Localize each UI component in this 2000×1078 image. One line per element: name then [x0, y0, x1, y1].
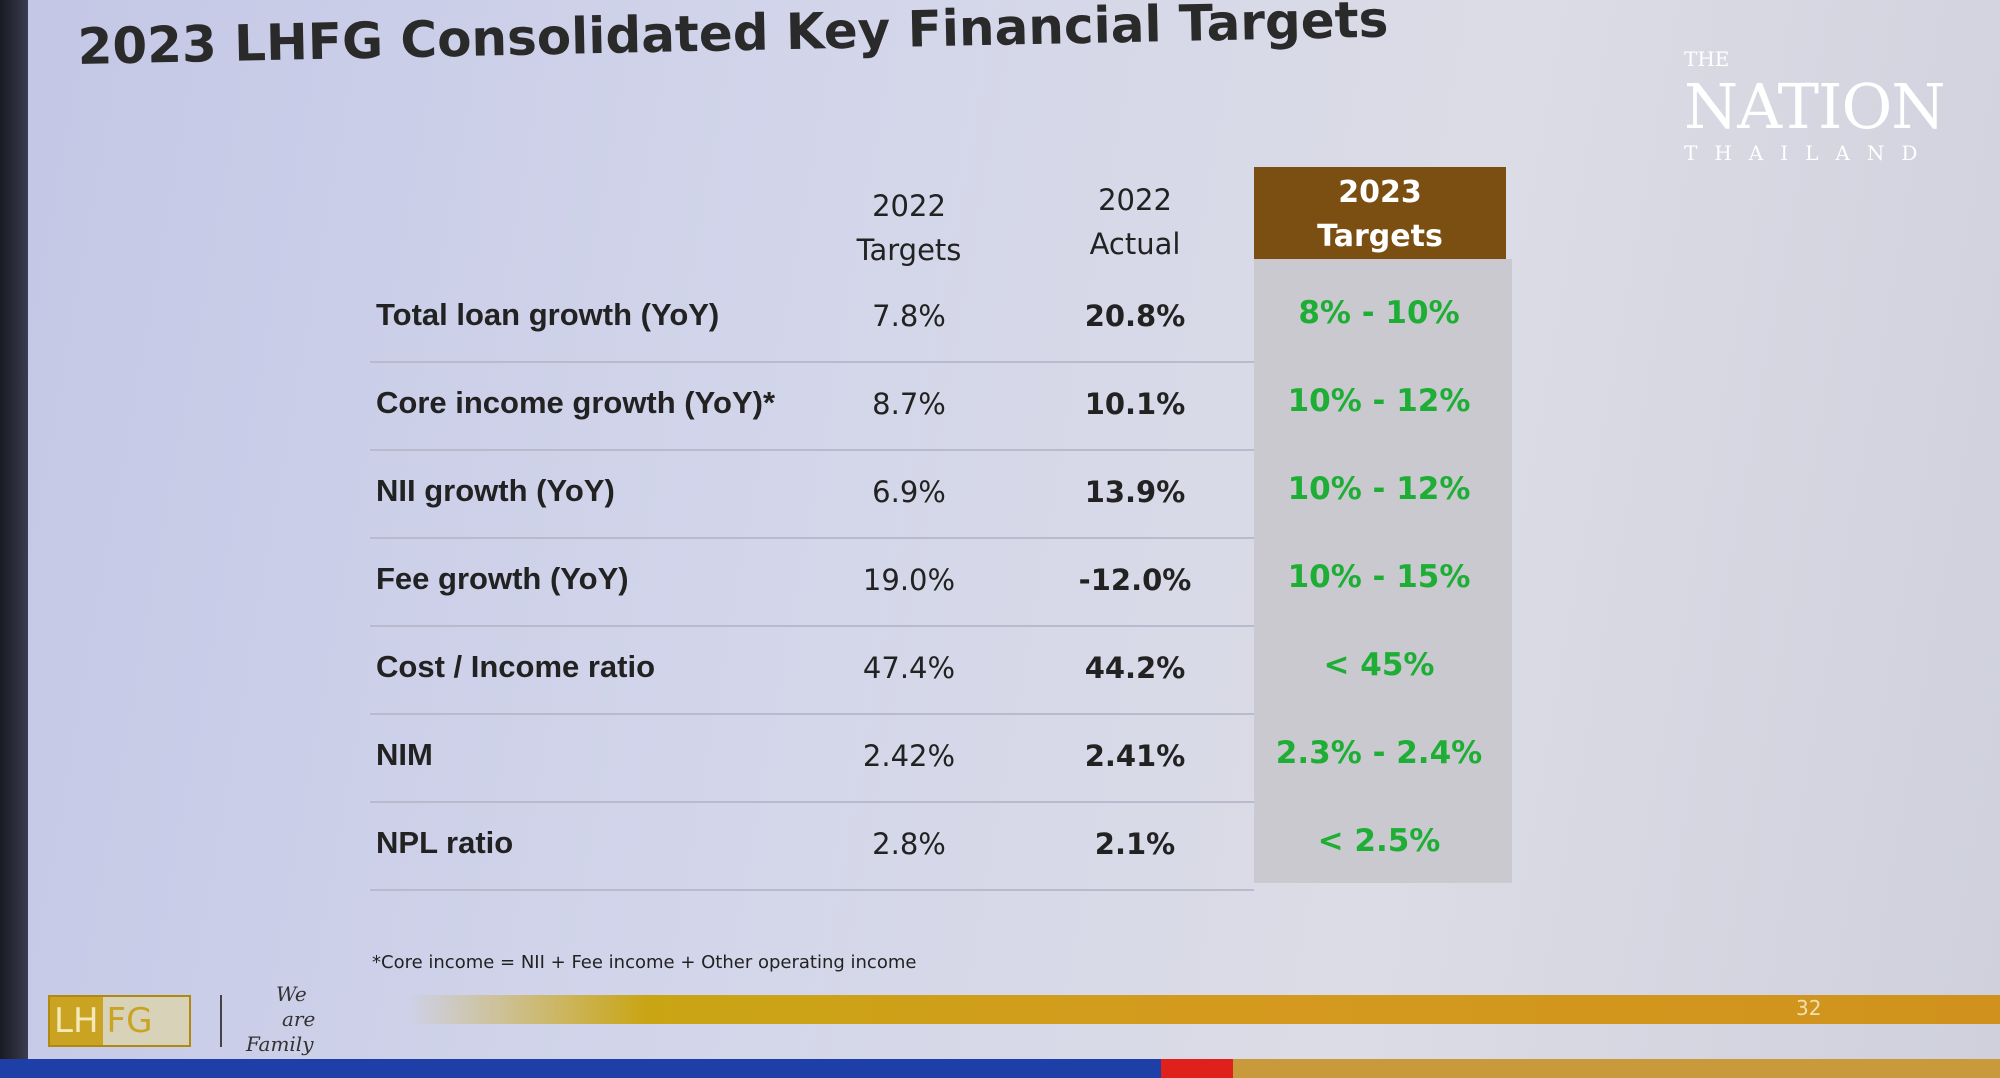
stripe-red	[1161, 1059, 1233, 1078]
value-2023-target: < 45%	[1323, 647, 1435, 683]
slogan-word: Family	[246, 1032, 314, 1056]
row-divider	[370, 361, 1254, 363]
value-2022-actual: 2.41%	[1084, 739, 1186, 773]
row-label: NII growth (YoY)	[376, 473, 615, 508]
table-row: Total loan growth (YoY) 7.8% 20.8% 8% - …	[370, 275, 1512, 363]
stripe-blue	[0, 1059, 1161, 1078]
stripe-gold	[1233, 1059, 2000, 1078]
logo-the: THE	[1684, 47, 1730, 71]
footer-divider	[220, 995, 222, 1047]
value-2023-target: 8% - 10%	[1298, 295, 1460, 331]
table-row: NIM 2.42% 2.41% 2.3% - 2.4%	[370, 715, 1512, 803]
row-divider	[370, 713, 1254, 715]
row-label: NIM	[376, 737, 433, 772]
we-are-family-logo: We are Family	[246, 982, 315, 1057]
value-2022-target: 2.8%	[872, 827, 946, 861]
value-2022-target: 6.9%	[872, 475, 946, 509]
gold-footer-bar	[408, 995, 2000, 1024]
logo-fg: FG	[102, 997, 189, 1045]
row-label: Cost / Income ratio	[376, 649, 656, 684]
value-2022-actual: 44.2%	[1084, 651, 1186, 685]
col-header-line: Targets	[1317, 219, 1443, 254]
logo-lh: LH	[54, 1001, 99, 1041]
value-2023-target: 10% - 15%	[1287, 559, 1471, 595]
col-header-2022-actual: 2022 Actual	[1025, 178, 1245, 266]
col-header-line: 2022	[1098, 183, 1172, 217]
value-2022-actual: 20.8%	[1084, 299, 1186, 333]
value-2023-target: 2.3% - 2.4%	[1275, 735, 1483, 771]
value-2023-target: 10% - 12%	[1287, 383, 1471, 419]
row-divider	[370, 449, 1254, 451]
row-label: NPL ratio	[376, 825, 514, 860]
value-2023-target: < 2.5%	[1317, 823, 1441, 859]
row-divider	[370, 537, 1254, 539]
page-number: 32	[1796, 996, 1822, 1020]
col-header-line: 2022	[872, 189, 946, 223]
col-header-2022-targets: 2022 Targets	[799, 184, 1019, 272]
value-2022-actual: 13.9%	[1084, 475, 1186, 509]
highlight-column-bg	[1254, 259, 1512, 883]
row-label: Fee growth (YoY)	[376, 561, 629, 596]
footnote: *Core income = NII + Fee income + Other …	[372, 952, 917, 973]
value-2022-target: 19.0%	[862, 563, 956, 597]
row-label: Total loan growth (YoY)	[376, 297, 720, 332]
value-2022-actual: 10.1%	[1084, 387, 1186, 421]
logo-nation: NATION	[1684, 70, 1946, 143]
row-label: Core income growth (YoY)*	[376, 385, 776, 420]
col-header-line: 2023	[1338, 175, 1422, 210]
table-row: Core income growth (YoY)* 8.7% 10.1% 10%…	[370, 363, 1512, 451]
col-header-2023-targets: 2023 Targets	[1254, 167, 1506, 259]
row-divider	[370, 801, 1254, 803]
screen-edge	[0, 0, 28, 1060]
col-header-line: Actual	[1089, 227, 1181, 261]
logo-thailand: THAILAND	[1684, 141, 1935, 166]
value-2022-actual: 2.1%	[1094, 827, 1176, 861]
table-row: NII growth (YoY) 6.9% 13.9% 10% - 12%	[370, 451, 1512, 539]
table-row: Cost / Income ratio 47.4% 44.2% < 45%	[370, 627, 1512, 715]
value-2022-target: 7.8%	[872, 299, 946, 333]
value-2022-target: 8.7%	[872, 387, 946, 421]
page-title: 2023 LHFG Consolidated Key Financial Tar…	[77, 0, 1389, 76]
value-2022-target: 47.4%	[862, 651, 956, 685]
value-2022-target: 2.42%	[862, 739, 956, 773]
value-2022-actual: -12.0%	[1078, 563, 1192, 597]
slogan-word: are	[282, 1007, 316, 1031]
row-divider	[370, 889, 1254, 891]
row-divider	[370, 625, 1254, 627]
the-nation-logo: THE NATION THAILAND	[1684, 47, 1946, 166]
table-row: NPL ratio 2.8% 2.1% < 2.5%	[370, 803, 1512, 891]
table-row: Fee growth (YoY) 19.0% -12.0% 10% - 15%	[370, 539, 1512, 627]
value-2023-target: 10% - 12%	[1287, 471, 1471, 507]
col-header-line: Targets	[856, 233, 962, 267]
lhfg-logo: LH FG	[48, 995, 191, 1047]
slogan-word: We	[276, 982, 307, 1006]
